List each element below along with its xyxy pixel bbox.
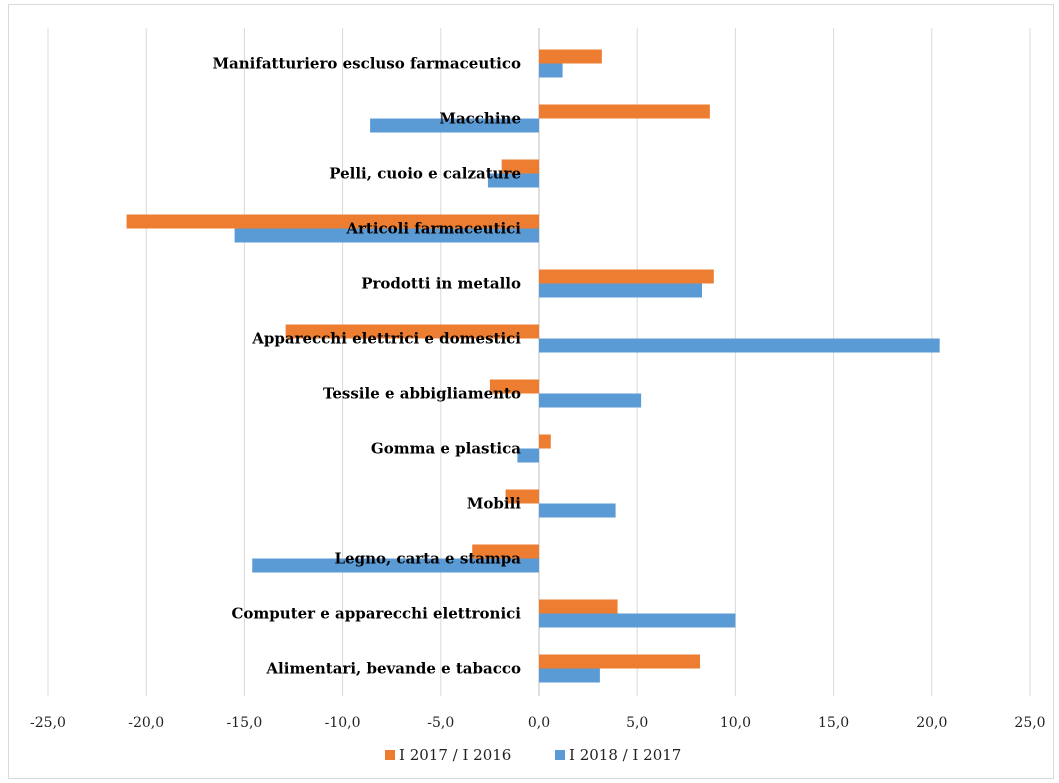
x-tick-label: -5,0 xyxy=(427,715,454,731)
bar xyxy=(487,173,539,188)
x-tick-labels: -25,0 -20,0 -15,0 -10,0 -5,0 0,0 5,0 10,0 15,0 20… xyxy=(30,715,1046,731)
bar xyxy=(539,654,701,669)
bar xyxy=(539,49,602,64)
x-tick-label: 0,0 xyxy=(528,715,550,731)
bar xyxy=(539,613,736,628)
category-label: Alimentari, bevande e tabacco xyxy=(265,660,521,678)
bar xyxy=(285,324,539,339)
bar xyxy=(539,503,616,518)
x-tick-label: -15,0 xyxy=(226,715,262,731)
x-tick-label: 5,0 xyxy=(626,715,648,731)
legend-label: I 2017 / I 2016 xyxy=(399,746,511,764)
x-tick-label: -20,0 xyxy=(128,715,164,731)
category-label: Prodotti in metallo xyxy=(361,275,521,293)
legend-swatch xyxy=(385,750,395,760)
x-tick-label: 15,0 xyxy=(818,715,849,731)
legend-swatch xyxy=(555,750,565,760)
bar xyxy=(126,214,539,229)
bar xyxy=(517,448,539,463)
bar xyxy=(489,379,539,394)
x-tick-label: -10,0 xyxy=(325,715,361,731)
bar xyxy=(539,434,551,449)
bar xyxy=(539,668,600,683)
category-labels: Alimentari, bevande e tabacco Computer e … xyxy=(212,55,521,678)
x-tick-label: 20,0 xyxy=(916,715,947,731)
category-label: Tessile e abbigliamento xyxy=(323,385,521,403)
x-tick-label: 10,0 xyxy=(720,715,751,731)
category-label: Macchine xyxy=(439,110,521,128)
bar xyxy=(539,283,703,298)
bar xyxy=(539,338,940,353)
x-tick-label: 25,0 xyxy=(1014,715,1045,731)
category-label: Computer e apparecchi elettronici xyxy=(231,605,521,623)
bar xyxy=(472,544,539,559)
category-label: Gomma e plastica xyxy=(371,440,521,458)
bar xyxy=(539,599,618,614)
bar xyxy=(505,489,539,504)
bar xyxy=(252,558,540,573)
gridlines xyxy=(47,28,1031,696)
category-label: Articoli farmaceutici xyxy=(345,220,521,238)
bar xyxy=(234,228,539,243)
category-label: Pelli, cuoio e calzature xyxy=(329,165,521,183)
legend: I 2017 / I 2016 I 2018 / I 2017 xyxy=(385,746,681,764)
category-label: Legno, carta e stampa xyxy=(335,550,522,568)
bar xyxy=(539,104,710,119)
category-label: Apparecchi elettrici e domestici xyxy=(251,330,521,348)
category-label: Manifatturiero escluso farmaceutico xyxy=(212,55,521,73)
bar xyxy=(501,159,539,174)
category-label: Mobili xyxy=(467,495,521,513)
bar xyxy=(539,63,563,78)
bar xyxy=(539,269,714,284)
x-tick-label: -25,0 xyxy=(30,715,66,731)
legend-label: I 2018 / I 2017 xyxy=(569,746,681,764)
bar xyxy=(370,118,539,133)
bar xyxy=(539,393,642,408)
bars xyxy=(126,49,940,683)
